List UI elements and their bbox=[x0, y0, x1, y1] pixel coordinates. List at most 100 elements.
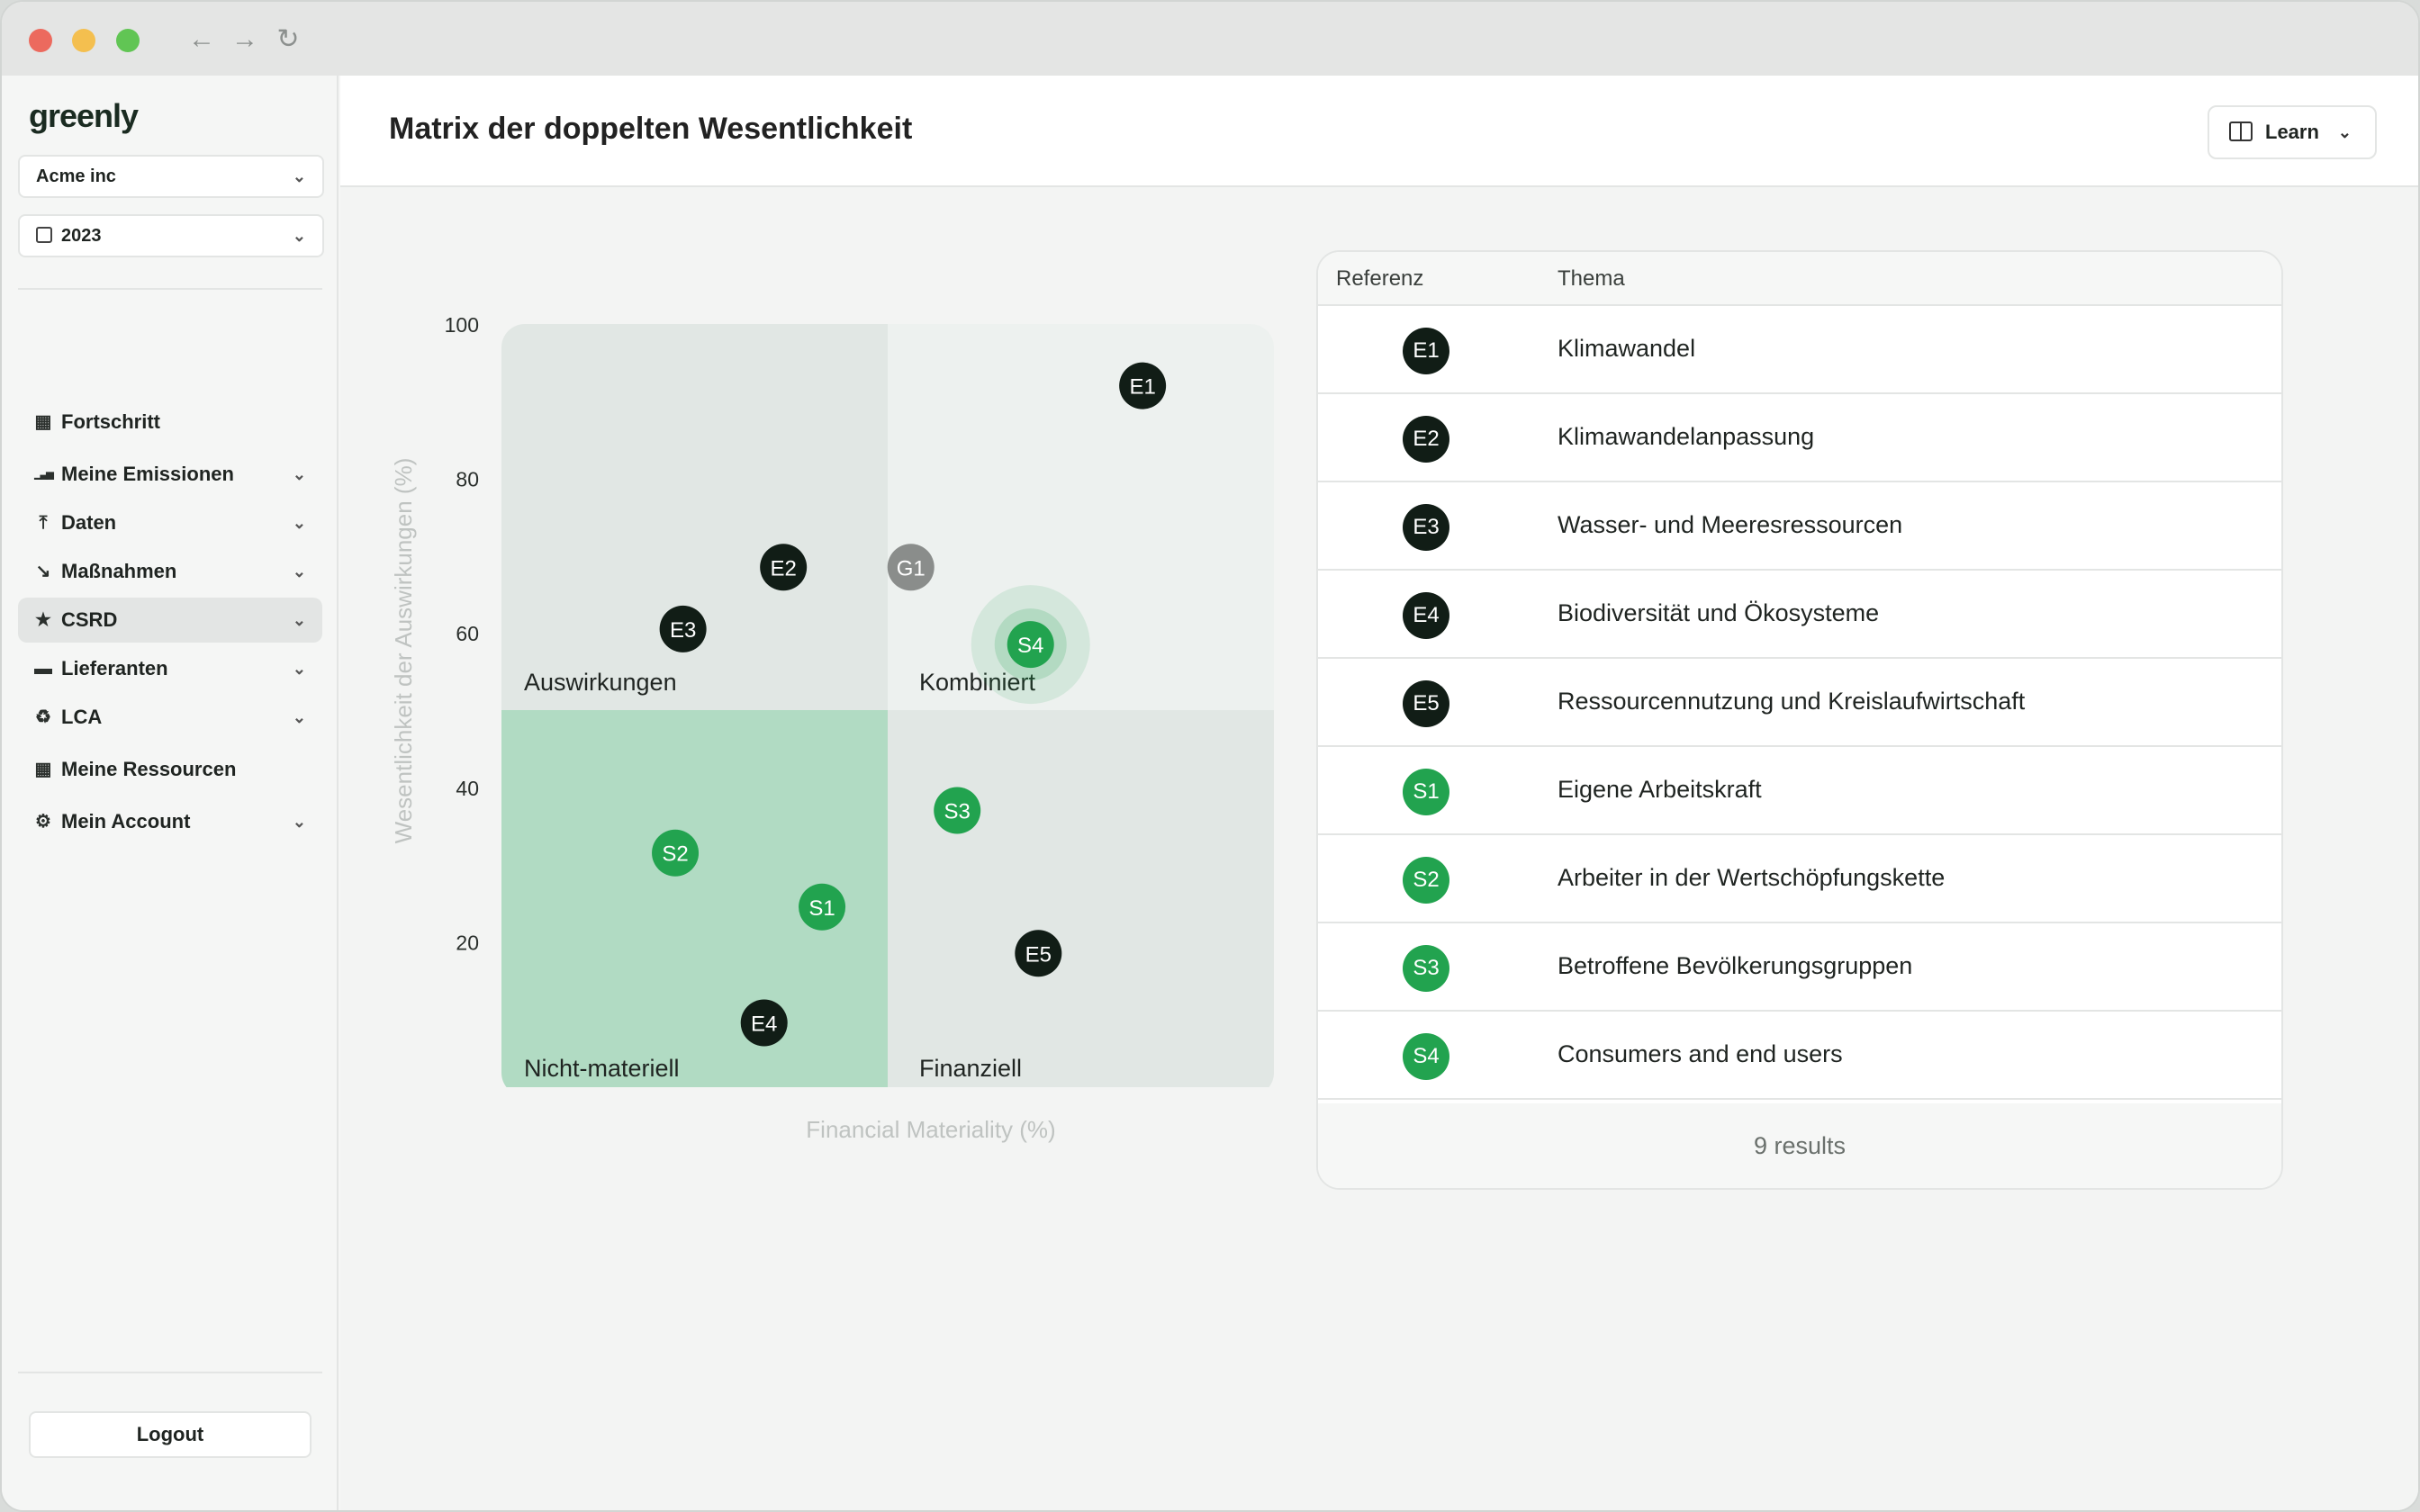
y-tick-label: 20 bbox=[456, 931, 479, 954]
sidebar: greenly Acme inc ⌄ 2023 ⌄ ▦ Fortschritt ▁▃… bbox=[2, 76, 339, 1510]
y-tick-label: 40 bbox=[456, 777, 479, 800]
quadrant-bottom-right bbox=[888, 710, 1274, 1096]
topic-label: Ressourcennutzung und Kreislaufwirtschaf… bbox=[1558, 688, 2026, 715]
x-axis-title: Financial Materiality (%) bbox=[806, 1116, 1056, 1143]
data-point-s2[interactable] bbox=[652, 829, 700, 877]
data-point-e4[interactable] bbox=[740, 999, 788, 1047]
reference-badge: S4 bbox=[1403, 1033, 1449, 1080]
table-header: Referenz Thema bbox=[1318, 252, 2281, 306]
sidebar-item-2[interactable]: ⤒ Daten ⌄ bbox=[18, 500, 322, 545]
y-tick-label: 0 bbox=[467, 1085, 479, 1087]
sidebar-item-0[interactable]: ▦ Fortschritt bbox=[18, 400, 322, 445]
quadrant-group bbox=[501, 324, 1274, 1096]
topic-label: Betroffene Bevölkerungsgruppen bbox=[1558, 952, 1913, 979]
sidebar-divider bbox=[18, 288, 322, 290]
sidebar-item-7[interactable]: ▦ Meine Ressourcen bbox=[18, 747, 322, 792]
data-point-g1[interactable] bbox=[887, 544, 935, 591]
sidebar-item-label: Lieferanten bbox=[61, 657, 168, 680]
chevron-down-icon: ⌄ bbox=[292, 562, 306, 580]
year-select-value: 2023 bbox=[61, 226, 102, 246]
table-row[interactable]: E5 Ressourcennutzung und Kreislaufwirtsch… bbox=[1318, 659, 2281, 747]
data-point-label: S4 bbox=[1017, 634, 1043, 658]
column-header-thema[interactable]: Thema bbox=[1558, 266, 1625, 291]
table-row[interactable]: E1 Klimawandel bbox=[1318, 306, 2281, 394]
bar-chart-icon: ▁▃▅ bbox=[34, 469, 53, 480]
table-row[interactable]: E4 Biodiversität und Ökosysteme bbox=[1318, 571, 2281, 659]
table-row[interactable]: S4 Consumers and end users bbox=[1318, 1012, 2281, 1100]
book-icon bbox=[2229, 122, 2253, 141]
sidebar-item-label: Meine Ressourcen bbox=[61, 758, 237, 780]
logout-button[interactable]: Logout bbox=[29, 1411, 312, 1458]
gear-icon: ⚙ bbox=[35, 812, 51, 832]
company-select[interactable]: Acme inc ⌄ bbox=[18, 155, 324, 198]
close-window-button[interactable] bbox=[29, 29, 52, 52]
grid-icon: ▦ bbox=[34, 412, 52, 432]
chevron-down-icon: ⌄ bbox=[292, 227, 306, 245]
maximize-window-button[interactable] bbox=[116, 29, 140, 52]
back-arrow-icon[interactable]: ← bbox=[188, 24, 215, 54]
chevron-down-icon: ⌄ bbox=[292, 660, 306, 678]
sidebar-item-label: CSRD bbox=[61, 608, 118, 631]
sidebar-item-label: Daten bbox=[61, 511, 117, 534]
sidebar-item-5[interactable]: ▬ Lieferanten ⌄ bbox=[18, 646, 322, 691]
data-point-label: E2 bbox=[770, 556, 796, 580]
chevron-down-icon: ⌄ bbox=[292, 813, 306, 831]
table-body: E1 Klimawandel E2 Klimawandelanpassung E3 Was… bbox=[1318, 306, 2281, 1100]
data-point-label: S3 bbox=[944, 800, 971, 824]
data-point-e3[interactable] bbox=[659, 605, 707, 652]
reference-badge: E3 bbox=[1403, 504, 1449, 551]
data-point-s4[interactable] bbox=[1007, 621, 1054, 669]
grid-icon: ▦ bbox=[34, 760, 52, 779]
learn-button[interactable]: Learn ⌄ bbox=[2208, 105, 2377, 159]
sidebar-item-3[interactable]: ↘ Maßnahmen ⌄ bbox=[18, 549, 322, 594]
table-row[interactable]: E3 Wasser- und Meeresressourcen bbox=[1318, 482, 2281, 571]
reference-badge: E1 bbox=[1403, 328, 1449, 374]
topic-label: Consumers and end users bbox=[1558, 1040, 1843, 1067]
chevron-down-icon: ⌄ bbox=[292, 167, 306, 185]
sidebar-item-4[interactable]: ★ CSRD ⌄ bbox=[18, 598, 322, 643]
sidebar-item-8[interactable]: ⚙ Mein Account ⌄ bbox=[18, 799, 322, 844]
sidebar-item-label: Maßnahmen bbox=[61, 560, 177, 582]
sidebar-divider bbox=[18, 1372, 322, 1373]
data-point-e5[interactable] bbox=[1015, 930, 1062, 977]
recycle-icon: ♻ bbox=[35, 707, 51, 727]
forward-arrow-icon[interactable]: → bbox=[231, 24, 258, 54]
data-point-e1[interactable] bbox=[1119, 362, 1167, 410]
chevron-down-icon: ⌄ bbox=[2337, 123, 2352, 141]
results-count: 9 results bbox=[1318, 1103, 2281, 1188]
folder-icon: ▬ bbox=[34, 659, 52, 679]
reload-icon[interactable]: ↻ bbox=[276, 24, 300, 54]
quadrant-top-left bbox=[501, 324, 888, 710]
y-tick-label: 60 bbox=[456, 622, 479, 645]
data-point-label: G1 bbox=[897, 556, 926, 580]
table-row[interactable]: S1 Eigene Arbeitskraft bbox=[1318, 747, 2281, 835]
minimize-window-button[interactable] bbox=[72, 29, 95, 52]
upload-icon: ⤒ bbox=[39, 513, 48, 533]
table-row[interactable]: S2 Arbeiter in der Wertschöpfungskette bbox=[1318, 835, 2281, 923]
year-select[interactable]: 2023 ⌄ bbox=[18, 214, 324, 257]
topics-table: Referenz Thema E1 Klimawandel E2 Klimawande… bbox=[1316, 250, 2283, 1190]
data-point-e2[interactable] bbox=[760, 544, 808, 591]
sidebar-item-6[interactable]: ♻ LCA ⌄ bbox=[18, 695, 322, 740]
chevron-down-icon: ⌄ bbox=[292, 611, 306, 629]
table-row[interactable]: S3 Betroffene Bevölkerungsgruppen bbox=[1318, 923, 2281, 1012]
sidebar-item-1[interactable]: ▁▃▅ Meine Emissionen ⌄ bbox=[18, 452, 322, 497]
reference-badge: E2 bbox=[1403, 416, 1449, 463]
topic-label: Klimawandel bbox=[1558, 335, 1696, 362]
star-icon: ★ bbox=[35, 610, 51, 630]
chevron-down-icon: ⌄ bbox=[292, 708, 306, 726]
page-title: Matrix der doppelten Wesentlichkeit bbox=[389, 112, 913, 146]
y-axis-title: Wesentlichkeit der Auswirkungen (%) bbox=[390, 457, 417, 844]
data-point-label: S1 bbox=[808, 896, 835, 921]
data-point-label: E4 bbox=[751, 1012, 777, 1036]
topic-label: Wasser- und Meeresressourcen bbox=[1558, 511, 1903, 538]
company-select-value: Acme inc bbox=[36, 166, 116, 186]
quadrant-label-bottom-left: Nicht-materiell bbox=[524, 1055, 680, 1082]
reference-badge: S2 bbox=[1403, 857, 1449, 904]
column-header-referenz[interactable]: Referenz bbox=[1336, 266, 1424, 291]
data-point-label: E5 bbox=[1025, 942, 1052, 967]
data-point-s3[interactable] bbox=[934, 787, 981, 834]
table-row[interactable]: E2 Klimawandelanpassung bbox=[1318, 394, 2281, 482]
data-point-s1[interactable] bbox=[799, 883, 846, 931]
